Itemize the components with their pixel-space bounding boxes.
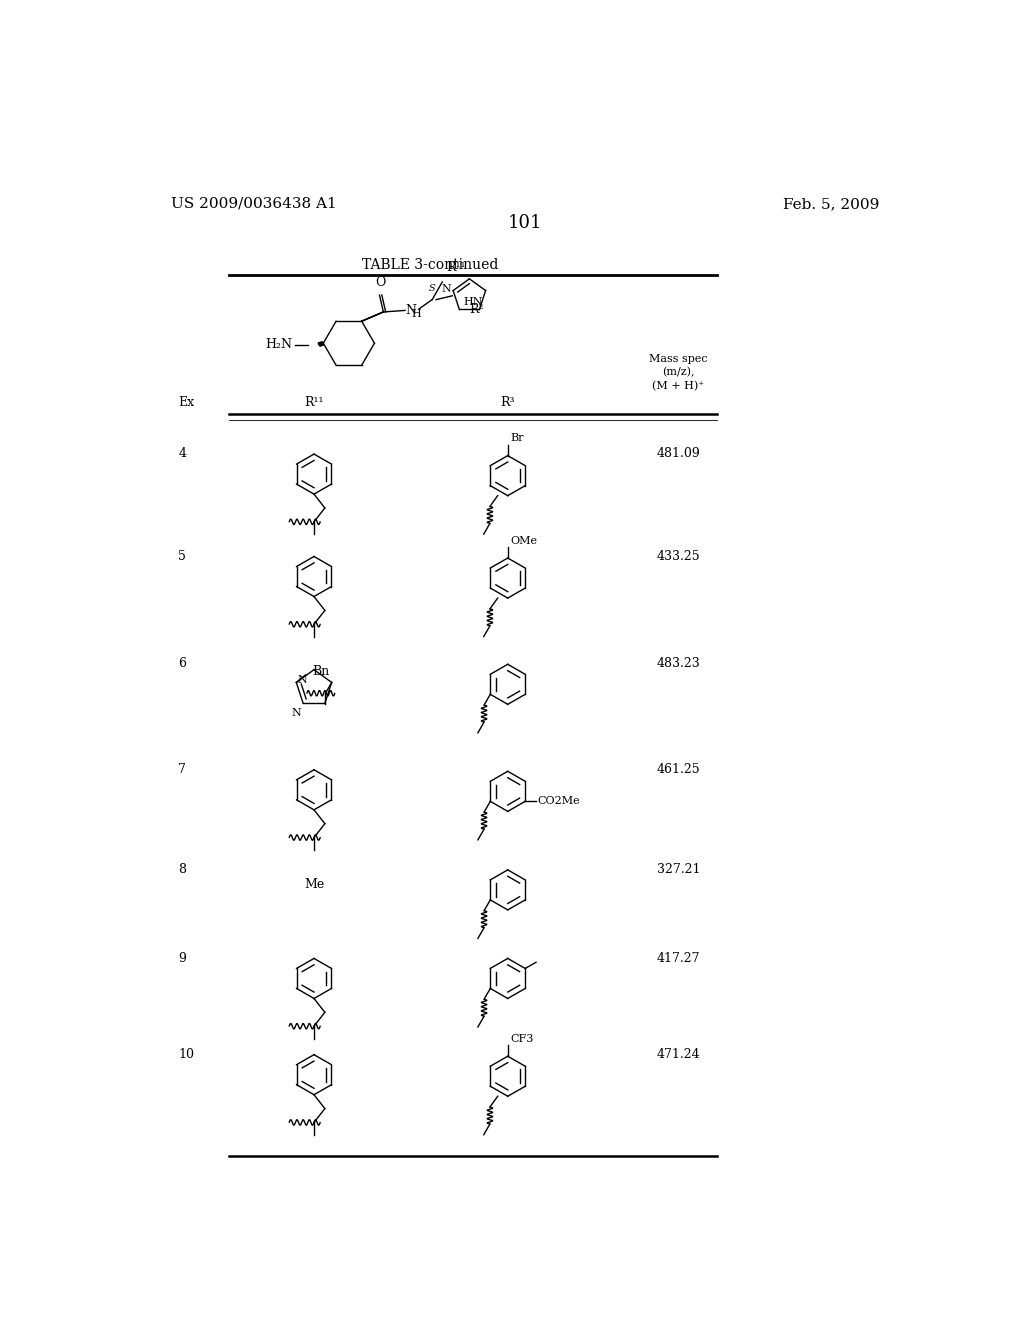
- Text: Feb. 5, 2009: Feb. 5, 2009: [783, 197, 880, 211]
- Text: R¹¹: R¹¹: [446, 261, 466, 275]
- Text: 8: 8: [178, 863, 186, 876]
- Text: R¹¹: R¹¹: [304, 396, 324, 409]
- Text: 433.25: 433.25: [656, 549, 700, 562]
- Text: N: N: [406, 304, 417, 317]
- Text: N: N: [292, 708, 301, 718]
- Text: Mass spec
(m/z),
(M + H)⁺: Mass spec (m/z), (M + H)⁺: [649, 354, 708, 391]
- Text: Br: Br: [510, 433, 523, 444]
- Text: 101: 101: [508, 214, 542, 232]
- Text: TABLE 3-continued: TABLE 3-continued: [362, 259, 499, 272]
- Text: 9: 9: [178, 952, 186, 965]
- Text: HN: HN: [464, 297, 483, 306]
- Text: Me: Me: [304, 878, 325, 891]
- Text: H₂N: H₂N: [265, 338, 292, 351]
- Text: 4: 4: [178, 447, 186, 461]
- Text: O: O: [375, 276, 385, 289]
- Text: 483.23: 483.23: [656, 657, 700, 671]
- Text: 6: 6: [178, 657, 186, 671]
- Text: CO2Me: CO2Me: [538, 796, 581, 807]
- Text: 10: 10: [178, 1048, 195, 1061]
- Text: S: S: [429, 285, 435, 293]
- Text: US 2009/0036438 A1: US 2009/0036438 A1: [171, 197, 336, 211]
- Text: R²: R²: [469, 304, 484, 315]
- Text: Bn: Bn: [312, 665, 329, 678]
- Text: 461.25: 461.25: [656, 763, 700, 776]
- Text: R³: R³: [501, 396, 515, 409]
- Text: 5: 5: [178, 549, 186, 562]
- Text: 417.27: 417.27: [656, 952, 700, 965]
- Text: N: N: [442, 284, 452, 294]
- Text: Ex: Ex: [178, 396, 195, 409]
- Text: 7: 7: [178, 763, 186, 776]
- Text: CF3: CF3: [510, 1034, 534, 1044]
- Text: OMe: OMe: [510, 536, 537, 545]
- Text: 471.24: 471.24: [656, 1048, 700, 1061]
- Text: N: N: [297, 675, 307, 685]
- Text: H: H: [412, 309, 421, 319]
- Text: 327.21: 327.21: [656, 863, 700, 876]
- Text: 481.09: 481.09: [656, 447, 700, 461]
